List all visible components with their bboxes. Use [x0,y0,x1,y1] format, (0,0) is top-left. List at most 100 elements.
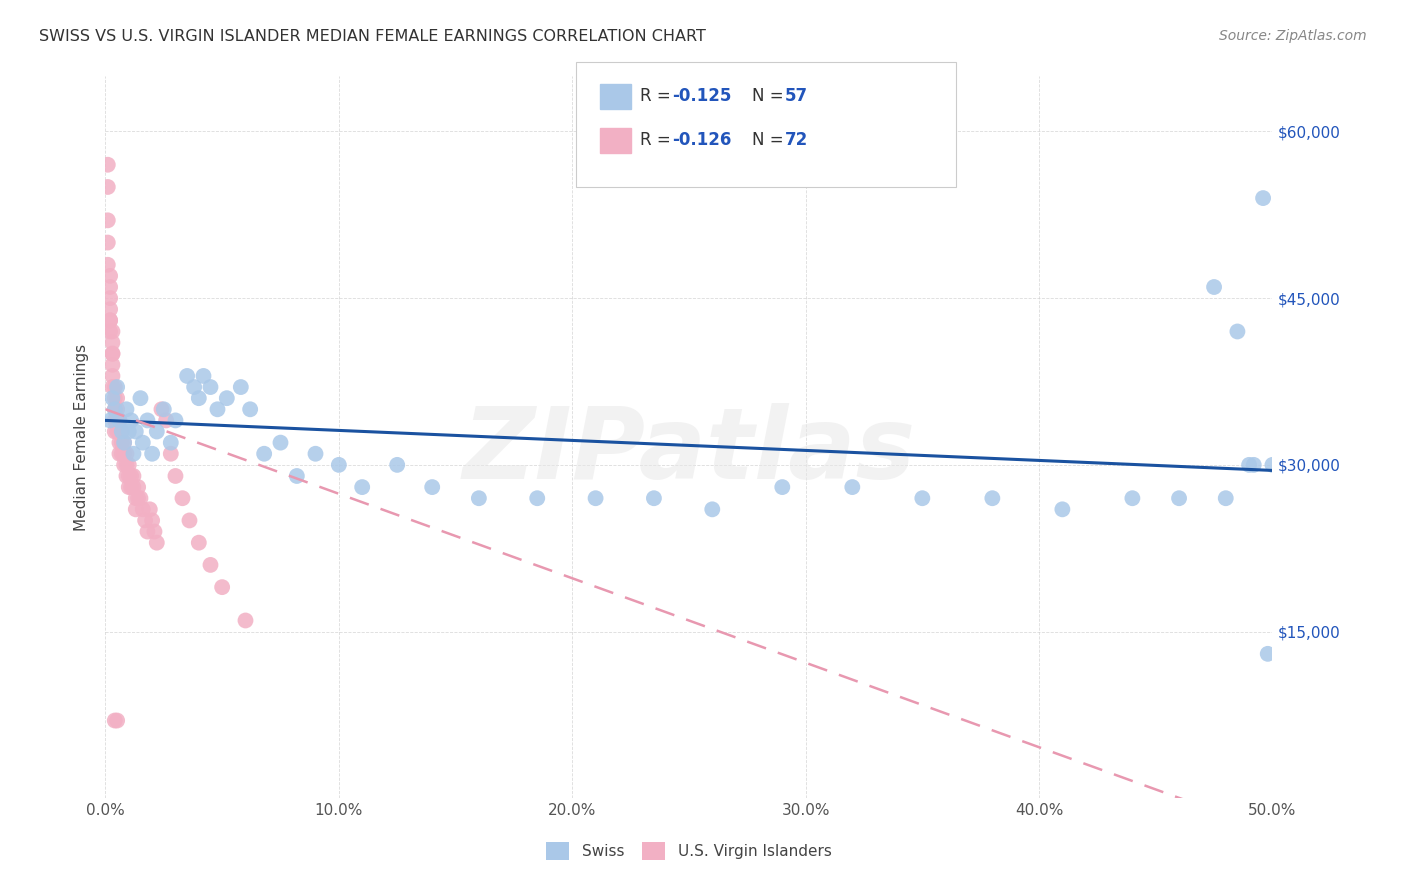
Point [97,235,120,250]
Point [108,425,131,439]
Text: N =: N = [752,87,789,105]
Point [215,391,238,405]
Point [115,469,138,483]
Point [115,458,138,472]
Point [911,491,934,506]
Text: R =: R = [640,131,676,149]
Point [139,502,162,516]
Point [193,368,215,383]
Point [101,347,124,361]
Point [104,380,127,394]
Legend: Swiss, U.S. Virgin Islanders: Swiss, U.S. Virgin Islanders [540,836,838,866]
Point [187,391,209,405]
Point [179,513,201,527]
Point [101,347,124,361]
Point [120,480,142,494]
Point [136,524,159,539]
Point [165,413,187,427]
Text: Source: ZipAtlas.com: Source: ZipAtlas.com [1219,29,1367,43]
Text: -0.125: -0.125 [672,87,731,105]
Point [120,469,142,483]
Point [200,380,222,394]
Point [111,447,134,461]
Point [108,447,131,461]
Point [150,402,173,417]
Point [1215,491,1237,506]
Point [127,491,149,506]
Point [159,435,181,450]
Point [304,447,326,461]
Point [526,491,548,506]
Point [111,435,134,450]
Point [702,502,724,516]
Point [1257,647,1279,661]
Point [270,435,292,450]
Point [97,258,120,272]
Point [98,325,121,339]
Point [101,368,124,383]
Point [101,325,124,339]
Point [112,458,135,472]
Point [134,513,156,527]
Point [105,714,128,728]
Point [129,391,152,405]
Point [105,425,128,439]
Point [200,558,222,572]
Point [111,425,134,439]
Point [98,313,121,327]
Point [352,480,374,494]
Point [159,447,181,461]
Point [132,502,155,516]
Point [108,435,131,450]
Point [385,458,409,472]
Text: R =: R = [640,87,676,105]
Point [104,714,127,728]
Point [420,480,443,494]
Point [146,535,169,549]
Text: -0.126: -0.126 [672,131,731,149]
Point [187,535,209,549]
Text: N =: N = [752,131,789,149]
Point [165,469,187,483]
Point [981,491,1004,506]
Point [1052,502,1074,516]
Point [98,268,121,283]
Point [127,480,149,494]
Point [141,447,163,461]
Point [125,502,148,516]
Point [115,447,138,461]
Point [1226,325,1249,339]
Point [285,469,308,483]
Point [129,491,152,506]
Point [176,368,198,383]
Point [101,335,124,350]
Point [105,402,128,417]
Point [1121,491,1143,506]
Point [122,480,145,494]
Point [97,213,120,227]
Point [1237,458,1260,472]
Point [98,413,121,427]
Point [101,380,124,394]
Point [104,391,127,405]
Text: 57: 57 [785,87,807,105]
Point [125,491,148,506]
Point [111,425,134,439]
Point [143,524,166,539]
Point [1168,491,1191,506]
Point [105,380,128,394]
Point [118,458,141,472]
Point [235,614,257,628]
Point [132,435,155,450]
Text: 72: 72 [785,131,808,149]
Point [104,402,127,417]
Point [105,391,128,405]
Point [97,180,120,194]
Point [1202,280,1225,294]
Point [643,491,665,506]
Point [104,402,127,417]
Point [108,413,131,427]
Point [183,380,205,394]
Point [253,447,276,461]
Point [122,447,145,461]
